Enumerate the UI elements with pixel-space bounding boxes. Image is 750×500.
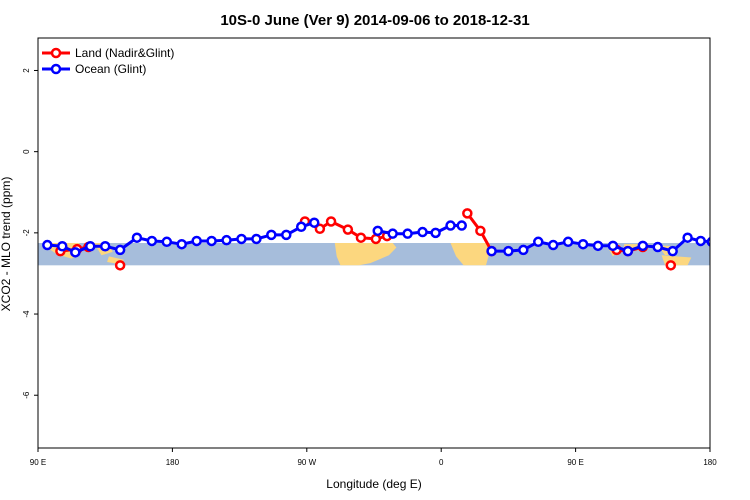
legend-label: Land (Nadir&Glint) [75, 46, 174, 60]
data-point [206, 235, 217, 247]
data-point [682, 232, 693, 243]
data-point [42, 239, 53, 251]
data-point [99, 240, 111, 252]
data-point [706, 236, 710, 247]
data-point [417, 226, 428, 238]
data-point [146, 235, 158, 247]
data-point [695, 235, 706, 247]
x-tick-label: 180 [703, 458, 717, 467]
data-point [309, 217, 320, 228]
data-point [295, 221, 307, 233]
y-axis-label: XCO2 - MLO trend (ppm) [0, 177, 13, 312]
data-point [486, 245, 497, 257]
legend-marker [50, 47, 62, 59]
data-point [314, 223, 326, 235]
y-tick-label: 0 [22, 149, 31, 154]
y-tick-label: -4 [22, 310, 31, 318]
data-point [665, 260, 677, 271]
y-tick-label: -2 [22, 229, 31, 237]
data-point [387, 228, 398, 239]
y-tick-label: 2 [22, 68, 31, 73]
data-point [607, 240, 619, 252]
x-tick-label: 90 E [30, 458, 46, 467]
data-point [355, 232, 367, 243]
map-land [450, 243, 490, 266]
data-point [667, 245, 678, 257]
data-point [161, 236, 173, 248]
data-point [114, 244, 126, 256]
data-point [577, 238, 589, 250]
map-land [334, 243, 397, 266]
x-axis-label: Longitude (deg E) [326, 477, 421, 491]
data-point [562, 236, 574, 248]
x-tick-label: 0 [439, 458, 444, 467]
legend: Land (Nadir&Glint) Ocean (Glint) [42, 46, 174, 76]
data-point [131, 232, 143, 243]
x-tick-label: 90 E [567, 458, 583, 467]
data-point [456, 220, 467, 231]
data-point [266, 229, 277, 241]
data-point [547, 239, 559, 251]
plot-frame [37, 37, 711, 449]
data-point [462, 208, 473, 219]
data-point [652, 241, 663, 253]
x-tick-label: 90 W [297, 458, 316, 467]
data-point [221, 234, 232, 246]
data-point [281, 229, 292, 241]
data-point [57, 240, 68, 252]
data-point [70, 247, 81, 258]
data-point [622, 245, 634, 257]
data-point [176, 238, 187, 250]
data-point [325, 216, 337, 227]
data-point [475, 225, 486, 237]
data-point [251, 233, 262, 245]
data-point [533, 236, 544, 248]
data-point [592, 240, 604, 252]
data-point [503, 245, 514, 257]
legend-marker [50, 63, 62, 75]
data-point [430, 227, 441, 239]
series-ocean [42, 217, 710, 258]
data-point [370, 233, 382, 245]
data-point [518, 244, 529, 256]
data-point [372, 225, 383, 237]
data-point [445, 220, 456, 231]
x-tick-label: 180 [166, 458, 180, 467]
data-point [236, 233, 247, 245]
data-point [85, 240, 96, 252]
data-point [114, 260, 126, 271]
y-tick-label: -6 [22, 391, 31, 399]
data-point [402, 228, 413, 239]
data-point [637, 240, 649, 252]
legend-label: Ocean (Glint) [75, 62, 146, 76]
x-axis: 90 E 180 90 W 0 90 E 180 [30, 448, 717, 467]
data-point [342, 224, 354, 235]
y-axis: 2 0 -2 -4 -6 [22, 68, 38, 399]
chart-title: 10S-0 June (Ver 9) 2014-09-06 to 2018-12… [220, 12, 529, 29]
data-point [191, 235, 202, 247]
series-line [491, 236, 710, 253]
